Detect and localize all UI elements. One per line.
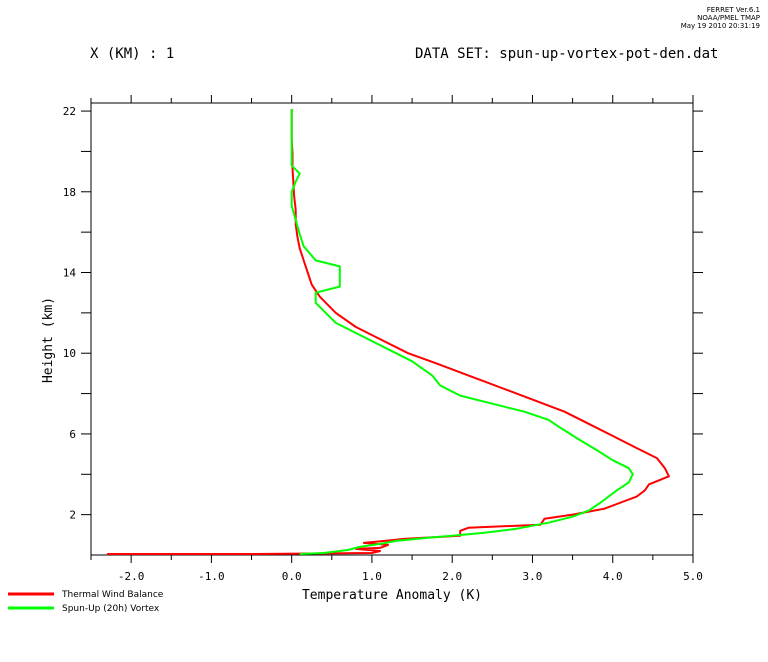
x-axis-title: Temperature Anomaly (K) [302,588,482,603]
stamp-date: May 19 2010 20:31:19 [680,22,760,30]
x-tick-label: 2.0 [442,570,462,583]
legend-label: Spun-Up (20h) Vortex [62,604,160,614]
header-x-location: X (KM) : 1 [90,46,175,62]
y-tick-label: 10 [63,347,76,360]
stamp-version: FERRET Ver.6.1 [706,6,760,14]
y-tick-label: 14 [63,267,77,280]
x-tick-label: 1.0 [362,570,382,583]
x-tick-label: 3.0 [523,570,543,583]
stamp-org: NOAA/PMEL TMAP [697,14,760,22]
y-tick-label: 6 [69,428,76,441]
plot-frame [90,102,694,556]
legend: Thermal Wind Balance Spun-Up (20h) Vortex [8,590,164,614]
x-tick-label: 5.0 [683,570,703,583]
legend-label: Thermal Wind Balance [61,590,164,600]
y-axis-title: Height (km) [41,297,56,383]
axis-ticks: -2.0 -1.0 0.0 1.0 2.0 3.0 4.0 5.0 2 6 10 14 18 22 [63,95,703,583]
ferret-stamp: FERRET Ver.6.1 NOAA/PMEL TMAP May 19 201… [681,6,760,30]
y-tick-label: 2 [69,509,76,522]
x-tick-label: -1.0 [198,570,225,583]
y-tick-label: 22 [63,105,76,118]
header-dataset: DATA SET: spun-up-vortex-pot-den.dat [415,46,719,62]
series-line-1 [107,109,670,555]
series-layer [107,109,670,555]
series-line-2 [290,109,634,555]
y-tick-label: 18 [63,186,76,199]
x-tick-label: -2.0 [118,570,145,583]
x-tick-label: 0.0 [282,570,302,583]
x-tick-label: 4.0 [603,570,623,583]
